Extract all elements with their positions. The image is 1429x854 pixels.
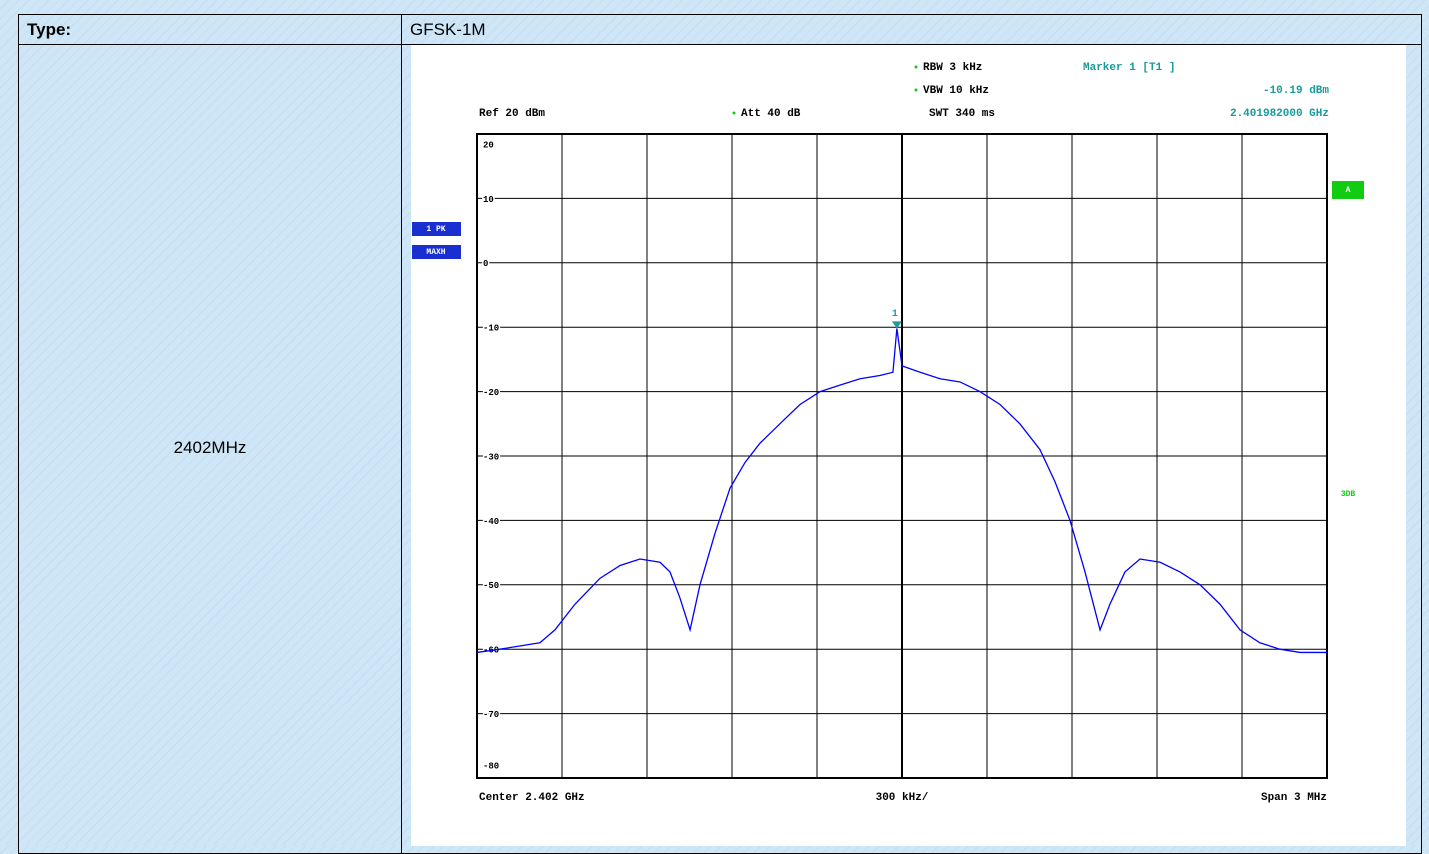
plot-frame [476, 133, 1328, 779]
marker-frequency: 2.401982000 GHz [1230, 108, 1329, 120]
division-label: 300 kHz/ [876, 792, 929, 804]
marker [891, 321, 902, 329]
row-label: 2402MHz [173, 438, 247, 457]
marker-title: Marker 1 [T1 ] [1083, 62, 1175, 74]
y-tick-label: -20 [483, 388, 499, 398]
ref-level: Ref 20 dBm [479, 108, 545, 120]
y-tick-label: -70 [483, 710, 499, 720]
y-tick-label: -80 [483, 761, 499, 771]
rbw: RBW 3 kHz [923, 62, 982, 74]
marker-level: -10.19 dBm [1263, 85, 1329, 97]
row-label-cell: 2402MHz [18, 44, 402, 854]
y-tick-label: -40 [483, 517, 499, 527]
header-cell: Type: [18, 14, 402, 45]
vbw: VBW 10 kHz [923, 85, 989, 97]
trace [476, 328, 1327, 654]
center-label: Center 2.402 GHz [479, 792, 585, 804]
y-tick-label: -30 [483, 452, 499, 462]
dot [914, 88, 918, 92]
y-tick-label: -50 [483, 581, 499, 591]
sweep-time: SWT 340 ms [929, 108, 995, 120]
y-tick-label: 10 [483, 195, 494, 205]
trace-detector: MAXH [426, 248, 445, 257]
span-label: Span 3 MHz [1261, 792, 1327, 804]
dot [914, 65, 918, 69]
attenuation: Att 40 dB [741, 108, 801, 120]
trace-badge [412, 245, 461, 259]
header-cell: GFSK-1M [401, 14, 1422, 45]
bandwidth-label: 3DB [1341, 490, 1356, 499]
trace-name: 1 PK [426, 225, 445, 234]
plot-background [411, 45, 1406, 846]
marker-label: 1 [892, 309, 898, 320]
channel-label: A [1346, 186, 1351, 195]
spectrum-chart: Ref 20 dBm Att 40 dB RBW 3 kHz VBW 10 kH… [411, 45, 1406, 846]
trace-badge [412, 222, 461, 236]
y-tick-label: 20 [483, 140, 494, 150]
channel-badge [1332, 181, 1364, 199]
y-tick-label: -10 [483, 324, 499, 334]
dot [732, 111, 736, 115]
y-tick-label: 0 [483, 259, 488, 269]
